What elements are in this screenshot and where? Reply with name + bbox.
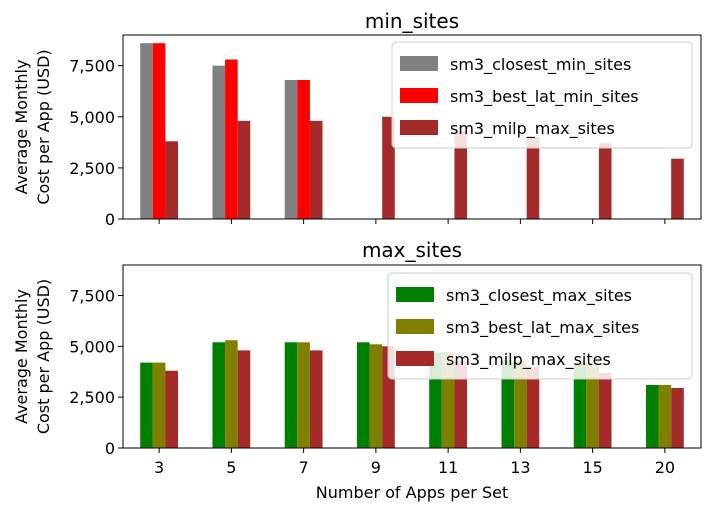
legend-swatch [396, 319, 434, 334]
x-tick-label: 15 [582, 458, 602, 477]
x-tick-label: 7 [299, 458, 309, 477]
bar-sm3_milp_max_sites-5 [237, 120, 251, 219]
legend-swatch [400, 56, 438, 71]
bar-sm3_closest_min_sites-7 [284, 79, 298, 219]
legend-swatch [400, 120, 438, 135]
y-tick-label: 7,500 [69, 287, 115, 306]
x-tick-label: 3 [154, 458, 164, 477]
bar-sm3_closest_min_sites-5 [212, 65, 226, 219]
x-tick-label: 9 [371, 458, 381, 477]
panel-max_sites: max_sites 0 2,500 5,000 7,500 3 5 7 9 11 13 15 20 Num… [12, 238, 702, 502]
bar-sm3_best_lat_min_sites-3 [152, 43, 166, 220]
y-axis-label: Average Monthly Cost per App (USD) [12, 279, 53, 434]
legend-box [391, 41, 693, 149]
y-tick-label: 7,500 [69, 57, 115, 76]
bar-sm3_closest_max_sites-9 [356, 342, 370, 448]
y-tick-label: 5,000 [69, 108, 115, 127]
y-axis-label-line: Average Monthly [12, 60, 31, 195]
legend-entry-label: sm3_milp_max_sites [450, 119, 615, 139]
bar-sm3_closest_max_sites-7 [284, 342, 298, 448]
bar-sm3_milp_max_sites-13 [526, 137, 540, 219]
legend-entry-label: sm3_closest_min_sites [450, 55, 631, 75]
plot-frame [122, 34, 702, 220]
legend-swatch [396, 287, 434, 302]
panel-title: min_sites [365, 9, 459, 33]
bar-sm3_best_lat_min_sites-7 [297, 79, 310, 219]
bar-sm3_best_lat_max_sites-13 [514, 360, 527, 448]
y-tick-label: 0 [105, 210, 115, 229]
panel-title: max_sites [362, 238, 462, 262]
bar-sm3_milp_max_sites-3 [165, 370, 179, 448]
bar-sm3_best_lat_max_sites-15 [586, 362, 599, 448]
bar-sm3_milp_max_sites-20 [671, 388, 684, 448]
bar-sm3_closest_max_sites-20 [645, 384, 659, 448]
legend-swatch [400, 88, 438, 103]
y-tick-label: 0 [105, 439, 115, 458]
y-axis-label-line: Cost per App (USD) [34, 279, 53, 434]
bar-sm3_best_lat_max_sites-5 [225, 340, 238, 448]
bar-sm3_milp_max_sites-13 [526, 366, 540, 448]
bar-sm3_milp_max_sites-11 [454, 131, 468, 219]
legend-entry-label: sm3_milp_max_sites [446, 350, 611, 370]
bar-sm3_milp_max_sites-5 [237, 350, 251, 448]
x-tick-label: 20 [655, 458, 675, 477]
bar-sm3_closest_max_sites-15 [573, 362, 587, 448]
bar-sm3_closest_max_sites-13 [501, 360, 515, 448]
y-axis-label-line: Cost per App (USD) [34, 49, 53, 204]
bar-sm3_milp_max_sites-20 [671, 158, 684, 219]
bar-sm3_milp_max_sites-15 [598, 372, 612, 448]
bar-sm3_best_lat_min_sites-5 [225, 59, 238, 219]
bar-sm3_closest_min_sites-3 [140, 43, 153, 220]
bar-sm3_best_lat_max_sites-3 [152, 362, 166, 448]
panel-min_sites: min_sites 0 2,500 5,000 7,500 Average Monthly… [12, 9, 702, 229]
bar-sm3_milp_max_sites-15 [598, 143, 612, 219]
legend-entry-label: sm3_best_lat_min_sites [450, 87, 639, 107]
legend-entry-label: sm3_closest_max_sites [446, 286, 632, 306]
x-tick-label: 11 [438, 458, 458, 477]
x-tick-label: 13 [510, 458, 530, 477]
y-axis-label-line: Average Monthly [12, 289, 31, 424]
bar-sm3_milp_max_sites-3 [165, 141, 179, 219]
bar-sm3_milp_max_sites-7 [309, 350, 323, 448]
bar-sm3_closest_max_sites-3 [140, 362, 153, 448]
bar-sm3_milp_max_sites-11 [454, 360, 468, 448]
y-axis-label: Average Monthly Cost per App (USD) [12, 49, 53, 204]
legend-box [387, 272, 693, 380]
bar-sm3_best_lat_max_sites-7 [297, 342, 310, 448]
bar-sm3_best_lat_max_sites-20 [658, 384, 672, 448]
y-tick-label: 2,500 [69, 388, 115, 407]
bar-sm3_closest_max_sites-5 [212, 342, 226, 448]
plot-frame [122, 264, 702, 449]
x-tick-label: 5 [226, 458, 236, 477]
legend-entry-label: sm3_best_lat_max_sites [446, 318, 639, 338]
y-tick-label: 2,500 [69, 159, 115, 178]
legend-swatch [396, 351, 434, 366]
bar-sm3_milp_max_sites-7 [309, 120, 323, 219]
x-axis-label: Number of Apps per Set [316, 483, 508, 502]
bar-sm3_best_lat_max_sites-9 [369, 344, 383, 448]
y-tick-label: 5,000 [69, 337, 115, 356]
